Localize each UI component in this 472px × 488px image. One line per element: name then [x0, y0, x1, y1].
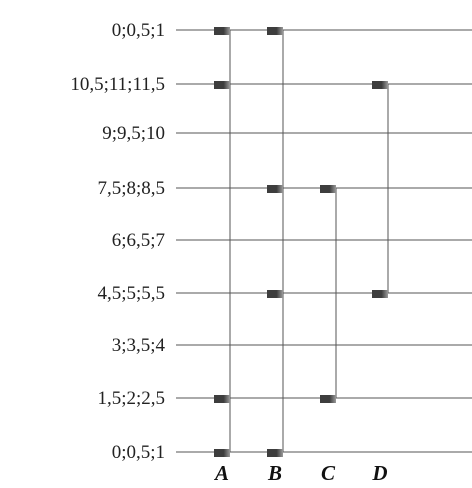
vertical-connector-lines: [229, 30, 389, 452]
row-markers: [214, 27, 388, 457]
row-label: 10,5;11;11,5: [70, 74, 165, 95]
marker-b: [267, 290, 283, 298]
marker-b: [267, 449, 283, 457]
row-label: 0;0,5;1: [112, 20, 165, 41]
marker-c: [320, 395, 336, 403]
marker-a: [214, 27, 230, 35]
row-label: 3;3,5;4: [112, 335, 166, 356]
marker-d: [372, 81, 388, 89]
row-label: 6;6,5;7: [112, 230, 165, 251]
column-label-a: A: [213, 461, 229, 485]
marker-d: [372, 290, 388, 298]
column-labels: A B C D: [213, 461, 388, 485]
row-label: 1,5;2;2,5: [97, 388, 165, 409]
row-label: 0;0,5;1: [112, 442, 165, 463]
row-label: 9;9,5;10: [102, 123, 165, 144]
column-label-c: C: [321, 461, 336, 485]
row-labels: 0;0,5;1 10,5;11;11,5 9;9,5;10 7,5;8;8,5 6;6,…: [70, 20, 165, 463]
column-label-d: D: [371, 461, 387, 485]
row-label: 4,5;5;5,5: [97, 283, 165, 304]
marker-b: [267, 27, 283, 35]
marker-a: [214, 449, 230, 457]
row-label: 7,5;8;8,5: [97, 178, 165, 199]
horizontal-grid-lines: [176, 29, 472, 453]
marker-a: [214, 81, 230, 89]
marker-a: [214, 395, 230, 403]
marker-b: [267, 185, 283, 193]
marker-c: [320, 185, 336, 193]
column-label-b: B: [267, 461, 282, 485]
